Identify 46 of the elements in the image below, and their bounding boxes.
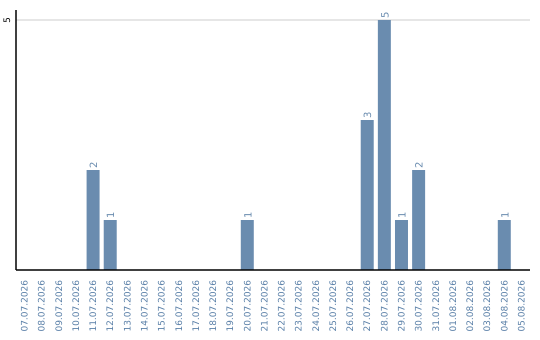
data-label: 1 [500,212,512,218]
x-tick-label: 20.07.2026 [243,280,254,332]
x-tick-label: 08.07.2026 [38,280,48,332]
x-tick-label: 23.07.2026 [294,280,305,332]
x-tick-label: 17.07.2026 [192,280,202,332]
x-tick-label: 29.07.2026 [398,280,408,332]
x-tick-label: 24.07.2026 [312,280,322,332]
bar [360,120,374,270]
x-tick-label: 18.07.2026 [209,280,220,332]
bar [240,220,254,270]
x-tick-label: 01.08.2026 [448,280,459,332]
x-tick-label: 28.07.2026 [380,280,390,332]
x-tick-label: 07.07.2026 [20,280,31,332]
bar [412,170,426,270]
x-tick-label: 14.07.2026 [140,280,150,332]
x-tick-label: 30.07.2026 [414,280,425,332]
bar [394,220,408,270]
x-tick-label: 26.07.2026 [346,280,356,332]
data-label: 5 [380,12,392,18]
x-tick-label: 03.08.2026 [483,280,494,332]
x-tick-label: 31.07.2026 [432,280,442,332]
data-label: 1 [106,212,118,218]
x-tick-label: 16.07.2026 [174,280,185,332]
bar [86,170,100,270]
data-label: 2 [414,162,426,168]
x-tick-label: 05.08.2026 [517,280,528,332]
x-tick-label: 04.08.2026 [500,280,510,332]
data-label: 1 [243,212,254,218]
bar [498,220,511,270]
x-tick-label: 22.07.2026 [278,280,288,332]
x-tick-label: 11.07.2026 [89,280,100,332]
x-tick-label: 21.07.2026 [260,280,270,332]
x-tick-label: 10.07.2026 [72,280,82,332]
x-tick-label: 13.07.2026 [123,280,134,332]
data-label: 2 [89,162,100,168]
bar [378,20,391,270]
x-tick-label: 12.07.2026 [106,280,116,332]
x-tick-label: 25.07.2026 [328,280,339,332]
data-label: 3 [363,112,374,118]
bar [104,220,117,270]
x-tick-label: 02.08.2026 [466,280,476,332]
x-tick-label: 27.07.2026 [363,280,374,332]
x-tick-label: 15.07.2026 [158,280,168,332]
x-tick-label: 09.07.2026 [54,280,65,332]
x-tick-label: 19.07.2026 [226,280,236,332]
data-label: 1 [397,212,408,218]
